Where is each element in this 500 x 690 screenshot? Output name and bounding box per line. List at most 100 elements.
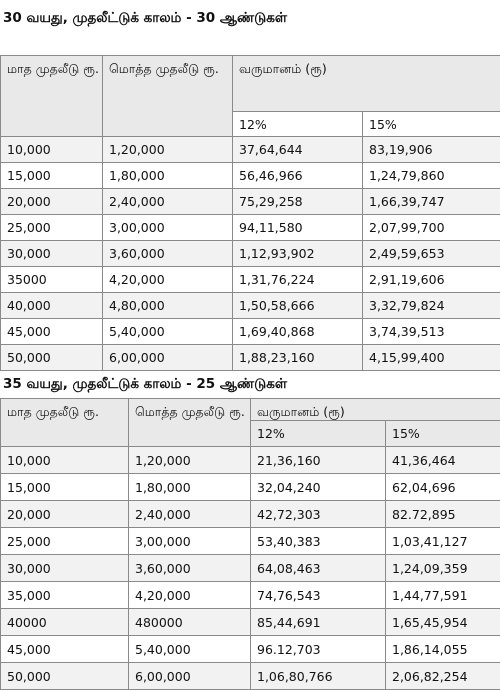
cell-return-15: 3,74,39,513 (363, 319, 500, 345)
cell-total: 4,20,000 (129, 582, 251, 609)
col-header-returns: வருமானம் (ரூ) (233, 56, 500, 112)
col-header-monthly: மாத முதலீடு ரூ. (1, 399, 129, 447)
cell-return-15: 2,07,99,700 (363, 215, 500, 241)
cell-total: 5,40,000 (129, 636, 251, 663)
cell-return-12: 53,40,383 (251, 528, 386, 555)
cell-return-12: 1,50,58,666 (233, 293, 363, 319)
cell-return-15: 2,06,82,254 (386, 663, 500, 690)
col-header-total: மொத்த முதலீடு ரூ. (129, 399, 251, 447)
cell-monthly: 40000 (1, 609, 129, 636)
cell-monthly: 20,000 (1, 501, 129, 528)
cell-return-15: 2,91,19,606 (363, 267, 500, 293)
cell-return-12: 56,46,966 (233, 163, 363, 189)
cell-monthly: 40,000 (1, 293, 103, 319)
cell-return-15: 1,24,79,860 (363, 163, 500, 189)
cell-monthly: 10,000 (1, 137, 103, 163)
col-header-returns: வருமானம் (ரூ) (251, 399, 500, 421)
cell-return-15: 82.72,895 (386, 501, 500, 528)
cell-total: 3,00,000 (103, 215, 233, 241)
cell-return-15: 1,44,77,591 (386, 582, 500, 609)
cell-return-12: 85,44,691 (251, 609, 386, 636)
returns-table-30yr: மாத முதலீடு ரூ. மொத்த முதலீடு ரூ. வருமான… (0, 55, 500, 371)
cell-monthly: 35,000 (1, 582, 129, 609)
cell-return-15: 1,65,45,954 (386, 609, 500, 636)
cell-monthly: 50,000 (1, 345, 103, 371)
col-header-rate-15: 15% (363, 112, 500, 137)
cell-return-12: 1,12,93,902 (233, 241, 363, 267)
cell-total: 1,80,000 (103, 163, 233, 189)
cell-return-15: 1,24,09,359 (386, 555, 500, 582)
cell-monthly: 15,000 (1, 474, 129, 501)
cell-return-15: 83,19,906 (363, 137, 500, 163)
cell-return-12: 94,11,580 (233, 215, 363, 241)
cell-total: 480000 (129, 609, 251, 636)
cell-monthly: 15,000 (1, 163, 103, 189)
cell-return-12: 42,72,303 (251, 501, 386, 528)
cell-monthly: 30,000 (1, 555, 129, 582)
cell-total: 4,80,000 (103, 293, 233, 319)
cell-total: 2,40,000 (103, 189, 233, 215)
cell-return-12: 1,31,76,224 (233, 267, 363, 293)
cell-return-15: 62,04,696 (386, 474, 500, 501)
cell-return-12: 21,36,160 (251, 447, 386, 474)
section2-title: 35 வயது, முதலீட்டுக் காலம் - 25 ஆண்டுகள் (3, 376, 287, 394)
cell-return-12: 37,64,644 (233, 137, 363, 163)
col-header-rate-12: 12% (233, 112, 363, 137)
cell-monthly: 30,000 (1, 241, 103, 267)
col-header-rate-12: 12% (251, 421, 386, 447)
cell-return-12: 1,88,23,160 (233, 345, 363, 371)
cell-monthly: 25,000 (1, 528, 129, 555)
cell-monthly: 50,000 (1, 663, 129, 690)
cell-total: 5,40,000 (103, 319, 233, 345)
cell-return-15: 3,32,79,824 (363, 293, 500, 319)
cell-return-12: 75,29,258 (233, 189, 363, 215)
cell-total: 1,80,000 (129, 474, 251, 501)
cell-total: 6,00,000 (129, 663, 251, 690)
cell-return-15: 4,15,99,400 (363, 345, 500, 371)
cell-return-12: 64,08,463 (251, 555, 386, 582)
col-header-monthly: மாத முதலீடு ரூ. (1, 56, 103, 137)
cell-monthly: 10,000 (1, 447, 129, 474)
cell-total: 4,20,000 (103, 267, 233, 293)
cell-total: 6,00,000 (103, 345, 233, 371)
col-header-total: மொத்த முதலீடு ரூ. (103, 56, 233, 137)
cell-total: 1,20,000 (129, 447, 251, 474)
cell-monthly: 45,000 (1, 636, 129, 663)
cell-total: 1,20,000 (103, 137, 233, 163)
cell-return-15: 1,86,14,055 (386, 636, 500, 663)
cell-monthly: 25,000 (1, 215, 103, 241)
cell-total: 3,00,000 (129, 528, 251, 555)
cell-return-15: 1,03,41,127 (386, 528, 500, 555)
cell-total: 3,60,000 (129, 555, 251, 582)
cell-return-15: 41,36,464 (386, 447, 500, 474)
cell-return-12: 1,69,40,868 (233, 319, 363, 345)
cell-return-12: 1,06,80,766 (251, 663, 386, 690)
cell-total: 2,40,000 (129, 501, 251, 528)
cell-total: 3,60,000 (103, 241, 233, 267)
returns-table-25yr: மாத முதலீடு ரூ. மொத்த முதலீடு ரூ. வருமான… (0, 398, 500, 690)
cell-return-12: 96.12,703 (251, 636, 386, 663)
cell-return-12: 32,04,240 (251, 474, 386, 501)
cell-monthly: 20,000 (1, 189, 103, 215)
section1-title: 30 வயது, முதலீட்டுக் காலம் - 30 ஆண்டுகள் (3, 10, 287, 28)
col-header-rate-15: 15% (386, 421, 500, 447)
cell-monthly: 35000 (1, 267, 103, 293)
cell-return-12: 74,76,543 (251, 582, 386, 609)
cell-monthly: 45,000 (1, 319, 103, 345)
